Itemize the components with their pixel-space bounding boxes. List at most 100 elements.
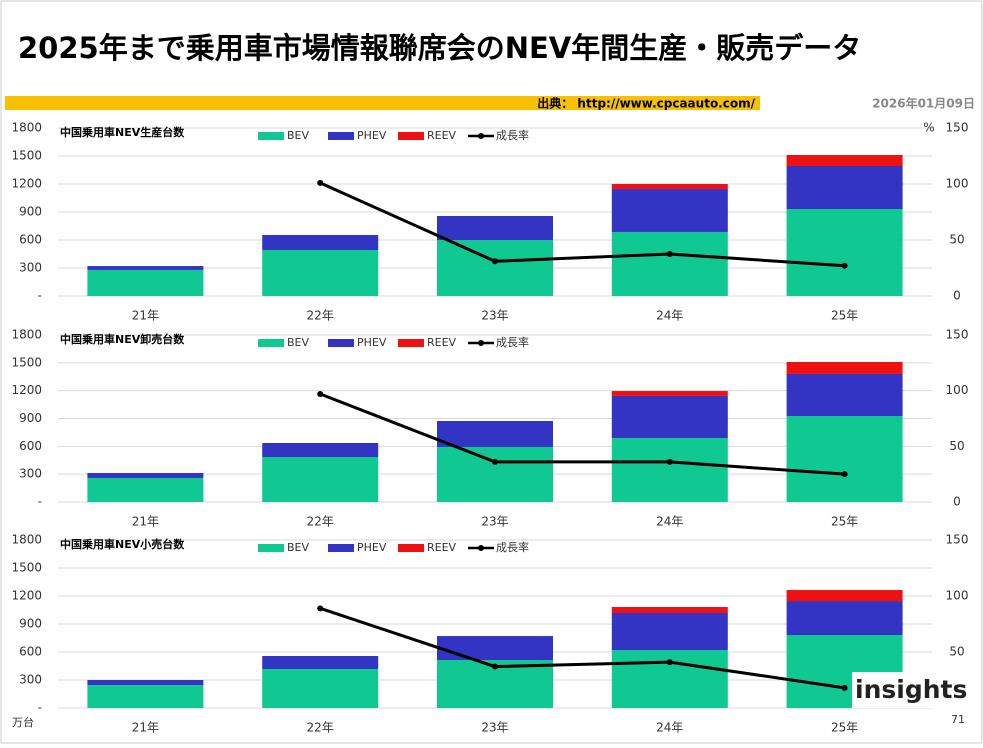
y-tick-label: 1200: [11, 589, 42, 603]
bar-segment: [262, 668, 379, 708]
y-tick-label: 300: [19, 467, 42, 481]
bar-segment: [611, 612, 728, 651]
bar-segment: [611, 650, 728, 708]
bar-segment: [611, 184, 728, 190]
line-point: [841, 262, 848, 269]
y-tick-label: 600: [19, 233, 42, 247]
x-tick-label: 21年: [132, 309, 159, 323]
y2-tick-label: 150: [946, 533, 969, 547]
legend-swatch: [258, 132, 284, 140]
source-bar: [5, 96, 760, 110]
y2-tick-label: 150: [946, 121, 969, 135]
y-tick-label: 1500: [11, 149, 42, 163]
x-tick-label: 25年: [831, 309, 858, 323]
line-point: [666, 659, 673, 666]
bar-segment: [437, 636, 553, 661]
y-tick-label: -: [38, 495, 42, 509]
bar-segment: [611, 231, 728, 296]
x-tick-label: 24年: [656, 309, 683, 323]
bar-segment: [87, 269, 204, 296]
legend-swatch: [258, 339, 284, 347]
y2-tick-label: 50: [949, 645, 964, 659]
legend-label: BEV: [287, 336, 309, 349]
y-tick-label: -: [38, 701, 42, 715]
bar-segment: [262, 656, 379, 669]
legend-label: BEV: [287, 129, 309, 142]
x-tick-label: 24年: [656, 515, 683, 529]
unit: 万台: [12, 715, 34, 729]
growth-line: [319, 392, 845, 476]
y-tick-label: 1800: [11, 533, 42, 547]
x-tick-label: 23年: [481, 309, 508, 323]
bar-segment: [786, 361, 903, 374]
y2-tick-label: 150: [946, 328, 969, 342]
x-tick-label: 23年: [481, 721, 508, 735]
line-point: [492, 258, 498, 265]
y-tick-label: 600: [19, 645, 42, 659]
date: 2026年01月09日: [872, 96, 975, 111]
bar-segment: [786, 165, 903, 210]
legend-swatch: [328, 544, 354, 552]
chart-title: 中国乗用車NEV生産台数: [60, 125, 185, 139]
x-tick-label: 21年: [132, 515, 159, 529]
bar-segment: [437, 446, 553, 502]
legend-label: REEV: [427, 336, 457, 349]
chart-title: 中国乗用車NEV卸売台数: [60, 332, 185, 346]
page-number: 71: [951, 713, 965, 726]
bar-segment: [262, 234, 379, 250]
bar-segment: [262, 457, 379, 502]
x-tick-label: 23年: [481, 515, 508, 529]
growth-line: [319, 181, 845, 268]
y2-tick-label: 50: [949, 439, 964, 453]
line-point: [317, 605, 324, 612]
legend-label: PHEV: [357, 336, 387, 349]
x-tick-label: 25年: [831, 515, 858, 529]
y-tick-label: -: [38, 289, 42, 303]
legend-swatch: [328, 339, 354, 347]
legend-label: REEV: [427, 129, 457, 142]
legend-marker: [478, 133, 484, 139]
growth-line: [319, 606, 845, 690]
x-tick-label: 22年: [307, 309, 334, 323]
y-tick-label: 1500: [11, 561, 42, 575]
y2-tick-label: 50: [949, 233, 964, 247]
y-tick-label: 1200: [11, 383, 42, 397]
slide-title: 2025年まで乗用車市場情報聯席会のNEV年間生産・販売データ: [18, 31, 861, 65]
legend-swatch: [398, 132, 424, 140]
source: 出典： http://www.cpcaauto.com/: [537, 96, 755, 111]
y-tick-label: 1200: [11, 177, 42, 191]
y2-tick-label: 100: [946, 589, 969, 603]
y-tick-label: 900: [19, 617, 42, 631]
legend-label: REEV: [427, 541, 457, 554]
y-tick-label: 900: [19, 411, 42, 425]
legend-marker: [478, 340, 484, 346]
bar-segment: [786, 373, 903, 416]
y2-unit: %: [923, 121, 934, 135]
bar-segment: [262, 249, 379, 296]
y2-tick-label: 100: [946, 177, 969, 191]
bar-segment: [437, 216, 553, 240]
bar-segment: [786, 590, 903, 602]
legend-label: BEV: [287, 541, 309, 554]
legend-label: 成長率: [496, 540, 529, 554]
y2-tick-label: 100: [946, 383, 969, 397]
bar-segment: [611, 189, 728, 232]
y-tick-label: 1500: [11, 355, 42, 369]
x-tick-label: 24年: [656, 721, 683, 735]
logo: insights: [855, 675, 967, 704]
bar-segment: [437, 421, 553, 447]
x-tick-label: 21年: [132, 721, 159, 735]
bar-segment: [611, 391, 728, 396]
line-point: [666, 251, 673, 257]
line-point: [492, 458, 498, 465]
bar-segment: [611, 395, 728, 438]
x-tick-label: 22年: [307, 515, 334, 529]
y-tick-label: 600: [19, 439, 42, 453]
legend-swatch: [258, 544, 284, 552]
bar-segment: [611, 437, 728, 502]
bar-segment: [786, 415, 903, 502]
bar-segment: [87, 472, 204, 478]
bar-segment: [611, 607, 728, 613]
legend-label: PHEV: [357, 129, 387, 142]
